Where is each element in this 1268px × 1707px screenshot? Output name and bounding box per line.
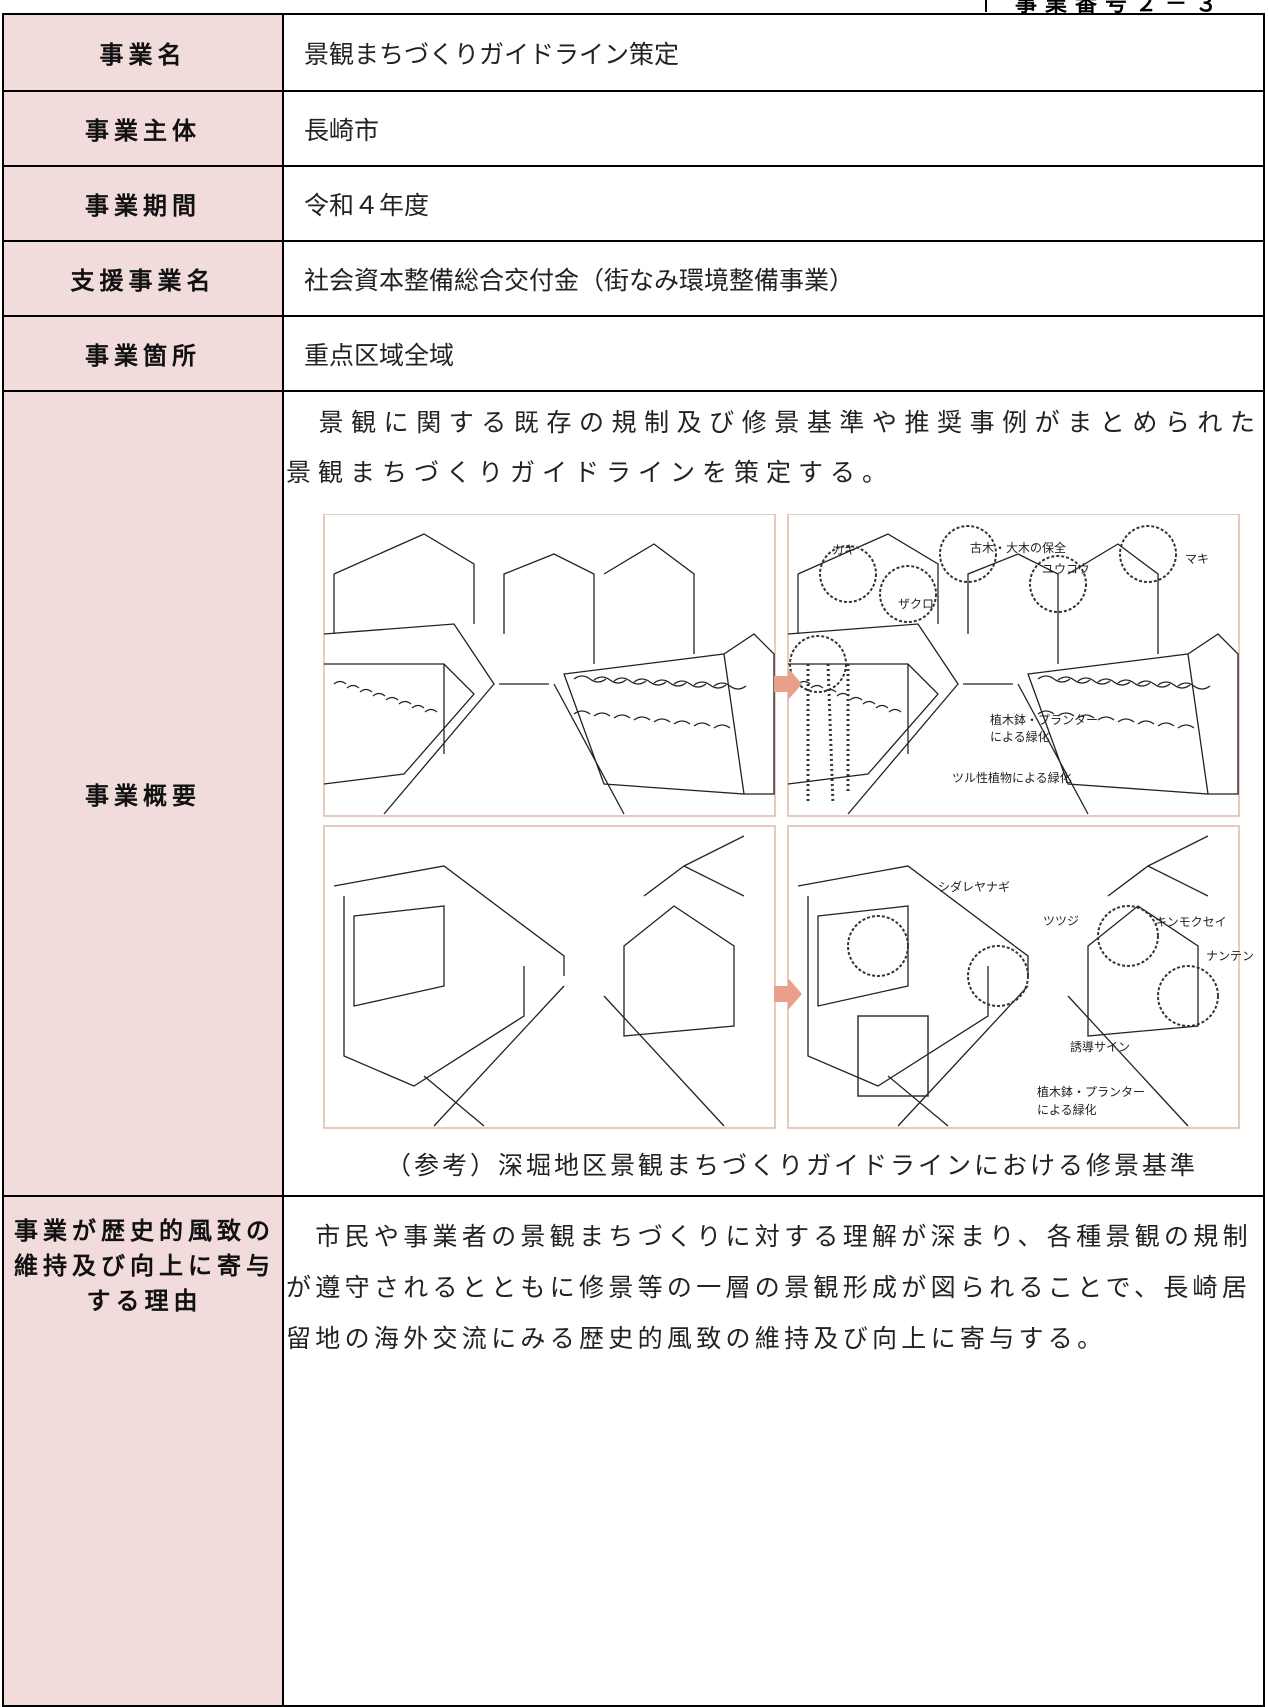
stone-wall: [424, 682, 747, 729]
illustration-label: 植木鉢・プランター: [1037, 1084, 1145, 1099]
reason-text: 市民や事業者の景観まちづくりに対する理解が深まり、各種景観の規制が遵守されるとと…: [286, 1222, 1252, 1353]
stone-wall: [333, 675, 607, 715]
transition-arrow: [774, 668, 802, 700]
tree-sketch: [819, 545, 877, 603]
panel-frame: [323, 825, 776, 1129]
stone-wall: [372, 678, 667, 721]
summary-cell: 景観に関する既存の規制及び修景基準や推奨事例がまとめられた景観まちづくりガイドラ…: [282, 390, 1265, 1197]
illustration-panel: [323, 825, 776, 1129]
stone-wall: [888, 682, 1211, 729]
row-value: 社会資本整備総合交付金（街なみ環境整備事業）: [282, 240, 1265, 317]
illustration-label: ナンテン: [1206, 949, 1254, 963]
illustration-label: ユウコウ: [1042, 562, 1090, 576]
stone-wall: [810, 676, 1091, 717]
illustration-label: カキ: [832, 543, 856, 557]
stone-wall: [857, 1015, 929, 1097]
tree-sketch: [939, 525, 997, 583]
row-value: 令和４年度: [282, 165, 1265, 242]
stone-wall: [359, 677, 647, 719]
row-label: 事業期間: [2, 165, 284, 242]
tree-sketch: [1119, 525, 1177, 583]
figure: カキ 古木・大木の保全ユウコウマキザクロ植木鉢・プランターによる緑化ツル性植物によ…: [323, 514, 1254, 1180]
panel-frame: [323, 514, 776, 817]
illustration-label: ザクロ: [898, 597, 934, 611]
tree-sketch: [789, 635, 847, 693]
transition-arrow: [774, 978, 802, 1010]
illustration-label: キンモクセイ: [1155, 915, 1227, 929]
illustration-label: 古木・大木の保全: [970, 540, 1066, 555]
row-label: 事業主体: [2, 90, 284, 167]
illustration-label: による緑化: [1037, 1102, 1097, 1117]
project-table: 事業名 景観まちづくりガイドライン策定 事業主体 長崎市 事業期間 令和４年度 支援事…: [2, 13, 1265, 1707]
row-label: 支援事業名: [2, 240, 284, 317]
illustration-label: による緑化: [990, 729, 1050, 744]
tree-sketch: [847, 915, 909, 977]
tree-sketch: [1097, 905, 1159, 967]
stone-wall: [385, 679, 687, 723]
row-value: 市民や事業者の景観まちづくりに対する理解が深まり、各種景観の規制が遵守されるとと…: [282, 1195, 1265, 1707]
street-sketch: [787, 533, 1239, 815]
tree-sketch: [1157, 965, 1219, 1027]
street-sketch: [333, 835, 745, 1127]
illustration-label: 誘導サイン: [1070, 1040, 1130, 1054]
illustration-label: ツル性植物による緑化: [952, 770, 1072, 785]
stone-wall: [849, 679, 1151, 723]
street-sketch: [797, 835, 1209, 1127]
stone-wall: [862, 680, 1171, 725]
stone-wall: [875, 681, 1191, 727]
stone-wall: [398, 680, 707, 725]
tree-sketch: [967, 945, 1029, 1007]
panel-frame: [787, 514, 1240, 817]
row-value: 重点区域全域: [282, 315, 1265, 392]
stone-wall: [346, 676, 627, 717]
panel-frame: [787, 825, 1240, 1129]
row-label: 事業概要: [2, 390, 284, 1197]
row-value: 景観まちづくりガイドライン策定: [282, 13, 1265, 92]
row-value: 長崎市: [282, 90, 1265, 167]
row-label: 事業が歴史的風致の維持及び向上に寄与する理由: [2, 1195, 284, 1707]
street-sketch: [323, 533, 775, 815]
illustration-label: シダレヤナギ: [938, 879, 1010, 894]
row-label: 事業名: [2, 13, 284, 92]
tree-sketch: [879, 565, 937, 623]
illustration-label: 植木鉢・プランター: [990, 712, 1098, 727]
illustration-label: マキ: [1185, 552, 1209, 566]
summary-text: 景観に関する既存の規制及び修景基準や推奨事例がまとめられた景観まちづくりガイドラ…: [286, 408, 1262, 487]
row-label: 事業箇所: [2, 315, 284, 392]
illustration-label: ツツジ: [1043, 914, 1079, 928]
vine-sketch: [806, 663, 850, 805]
project-number: 事業番号２－３: [985, 0, 1268, 17]
figure-caption: （参考）深堀地区景観まちづくりガイドラインにおける修景基準: [386, 1151, 1198, 1180]
illustration-panel: [323, 514, 776, 817]
tree-sketch: [1029, 555, 1087, 613]
stone-wall: [411, 681, 727, 727]
